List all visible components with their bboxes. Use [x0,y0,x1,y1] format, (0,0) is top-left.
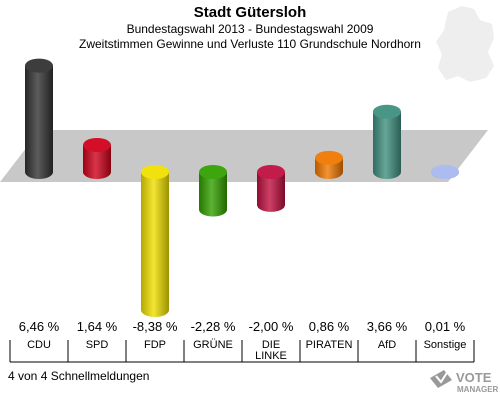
bar-sonstige [431,164,459,179]
chart-subtitle-election: Bundestagswahl 2013 - Bundestagswahl 200… [126,22,374,36]
logo-text: VOTE [456,370,492,385]
value-label: -2,00 % [249,319,294,334]
bar-series [25,58,459,317]
bar-grüne [199,165,227,217]
bar-spd [83,137,111,179]
chart-floor [0,130,488,182]
bar-cdu [25,58,53,179]
bar-cap [25,58,53,73]
chart-title: Stadt Gütersloh [193,4,307,21]
value-label: 3,66 % [367,319,408,334]
bar-cap [373,104,401,119]
chart-header: Stadt Gütersloh Bundestagswahl 2013 - Bu… [0,0,500,52]
vote-manager-logo: VOTE MANAGER [430,367,499,394]
bar-piraten [315,150,343,179]
value-label: 1,64 % [77,319,118,334]
category-label: LINKE [255,350,287,362]
category-label: SPD [86,339,109,351]
category-label: FDP [144,339,166,351]
category-label: GRÜNE [193,339,233,351]
bar-body [373,111,401,179]
category-label: AfD [378,339,396,351]
bar-cap [141,165,169,179]
bar-body [25,65,53,179]
bar-cap [83,137,111,152]
ballot-box-icon [430,367,452,388]
germany-map-icon [436,6,494,82]
logo-subtext: MANAGER [457,385,499,394]
value-label: 0,01 % [425,319,466,334]
value-label: -2,28 % [191,319,236,334]
bar-cap [199,165,227,179]
bar-afd [373,104,401,179]
bar-body [199,172,227,217]
bar-fdp [141,165,169,317]
bar-body [83,144,111,179]
value-label: 6,46 % [19,319,60,334]
bar-cap [431,164,459,179]
chart-subtitle-district: Zweitstimmen Gewinne und Verluste 110 Gr… [79,37,421,51]
bar-cap [257,165,285,179]
value-label: -8,38 % [133,319,178,334]
bar-die-linke [257,165,285,212]
status-text: 4 von 4 Schnellmeldungen [8,369,150,383]
category-label: DIE [262,339,280,351]
bar-cap [315,150,343,165]
category-label: PIRATEN [306,339,353,351]
category-label: Sonstige [424,339,467,351]
category-label: CDU [27,339,51,351]
bar-body [141,172,169,317]
value-labels: 6,46 % 1,64 % -8,38 % -2,28 % -2,00 % 0,86 % 3… [19,319,466,334]
bar-body [257,172,285,212]
value-label: 0,86 % [309,319,350,334]
